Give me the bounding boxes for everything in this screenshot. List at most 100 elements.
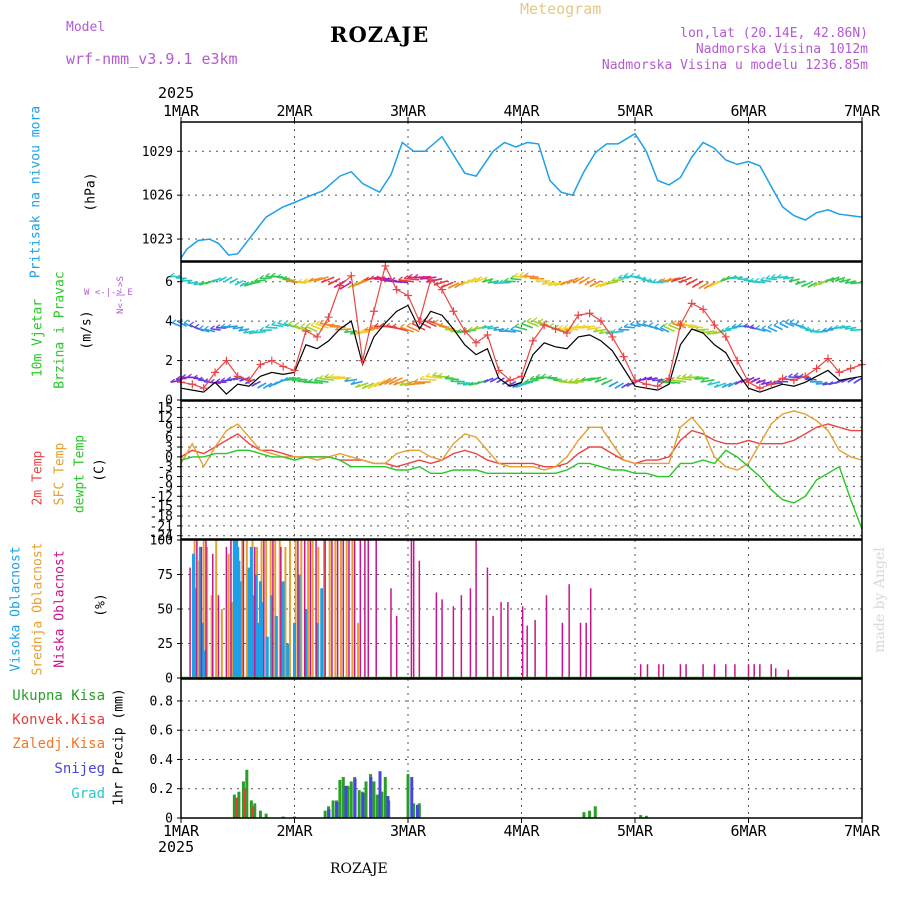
wind-arrow-head — [839, 324, 844, 329]
wind-arrow-head — [229, 279, 235, 284]
wind-arrow-head — [761, 325, 767, 330]
y-tick-label: -6 — [157, 470, 173, 485]
wind-arrow-head — [181, 374, 186, 378]
wind-arrow-head — [614, 384, 620, 389]
wind-arrow — [315, 276, 329, 282]
gust-marker — [517, 372, 526, 381]
wind-arrow-head — [605, 280, 611, 285]
y-tick-label: 12 — [157, 411, 173, 426]
wind-arrow-head — [727, 383, 733, 388]
wind-arrow-head — [755, 325, 760, 329]
wind-arrow-head — [413, 378, 419, 383]
y-tick-label: -21 — [150, 519, 173, 534]
gust-marker — [369, 307, 378, 316]
wind-arrow — [504, 330, 516, 333]
wind-arrow-head — [749, 277, 754, 282]
wind-arrow — [541, 281, 556, 285]
wind-arrow-head — [847, 378, 853, 383]
gust-marker — [290, 366, 299, 375]
wind-arrow — [254, 279, 267, 283]
wind-arrow-head — [552, 376, 558, 381]
wind-arrow — [694, 377, 709, 380]
wind-arrow-head — [509, 275, 515, 280]
wind-arrow-head — [520, 381, 525, 386]
wind-arrow-head — [563, 324, 569, 329]
x-tick-label-top: 5MAR — [617, 102, 654, 120]
precip-total-bar — [375, 794, 379, 818]
wind-arrow-head — [321, 278, 326, 283]
wind-arrow — [833, 325, 846, 330]
wind-arrow — [623, 326, 636, 329]
wind-arrow-head — [799, 323, 805, 328]
wind-arrow-head — [419, 275, 425, 280]
y-tick-label: 3 — [165, 441, 173, 456]
precip-total-bar — [346, 785, 350, 818]
wind-arrow-head — [760, 380, 766, 385]
wind-arrow — [220, 379, 233, 382]
wind-arrow-head — [514, 323, 520, 328]
wind-arrow-head — [608, 383, 614, 388]
gust-marker — [279, 362, 288, 371]
wind-arrow — [359, 329, 375, 334]
wind-arrow-head — [593, 328, 598, 333]
wind-arrow-head — [827, 325, 833, 330]
wind-arrow-head — [651, 278, 657, 283]
wind-arrow-head — [466, 279, 471, 284]
wind-arrow-head — [257, 384, 262, 389]
wind-arrow-head — [629, 321, 635, 325]
wind-arrow-head — [367, 384, 373, 389]
gust-marker — [619, 352, 628, 361]
temp-sfc-label: SFC Temp — [52, 442, 68, 506]
wind-arrow-head — [308, 277, 314, 282]
wind-arrow-head — [574, 323, 580, 328]
wind-arrow — [510, 277, 522, 281]
wind-arrow-head — [324, 373, 329, 378]
wind-arrow-head — [574, 377, 580, 382]
wind-arrow — [521, 322, 534, 329]
wind-arrow-head — [709, 283, 715, 288]
gust-marker — [404, 291, 412, 300]
wind-arrow — [177, 321, 188, 327]
panel-frame — [180, 400, 863, 540]
wind-arrow — [510, 328, 522, 333]
wind-arrow-head — [481, 324, 487, 329]
wind-arrow-head — [404, 382, 409, 387]
wind-arrow-head — [611, 277, 616, 282]
wind-arrow-head — [566, 280, 572, 285]
wind-arrow-head — [468, 381, 474, 386]
wind-arrow-head — [487, 325, 492, 330]
wind-arrow-head — [308, 378, 313, 383]
wind-arrow-head — [361, 385, 367, 390]
wind-arrow-head — [721, 384, 727, 389]
wind-arrow-head — [572, 279, 578, 284]
wind-arrow — [493, 328, 505, 331]
wind-arrow-head — [238, 327, 243, 332]
x-tick-label-top: 1MAR — [163, 102, 200, 120]
gust-marker — [256, 360, 265, 369]
wind-arrow — [482, 277, 494, 283]
y-tick-label: -18 — [150, 510, 173, 525]
precip-snow-bar — [378, 771, 382, 818]
wind-arrow-head — [657, 378, 663, 383]
y-tick-label: 75 — [157, 568, 173, 583]
wind-arrow-head — [391, 323, 397, 328]
precip-total-bar — [357, 790, 361, 818]
precip-total-bar — [406, 774, 410, 818]
wind-arrow-head — [339, 285, 345, 290]
wind-arrow-head — [419, 375, 425, 380]
wind-arrow — [773, 324, 783, 331]
wind-arrow-head — [498, 327, 504, 332]
wind-arrow-head — [504, 327, 509, 332]
wind-arrow — [784, 321, 795, 327]
precip-total-bar — [338, 779, 342, 818]
wind-arrow — [198, 379, 210, 383]
wind-arrow — [580, 325, 596, 329]
wind-arrow-head — [393, 381, 398, 386]
precip-snow-bar — [344, 785, 348, 818]
wind-arrow — [204, 328, 216, 333]
gust-marker — [710, 321, 719, 330]
wind-arrow-head — [524, 378, 530, 383]
wind-arrow-head — [833, 324, 839, 329]
wind-arrow-head — [315, 277, 321, 282]
wind-arrow-head — [406, 322, 412, 327]
